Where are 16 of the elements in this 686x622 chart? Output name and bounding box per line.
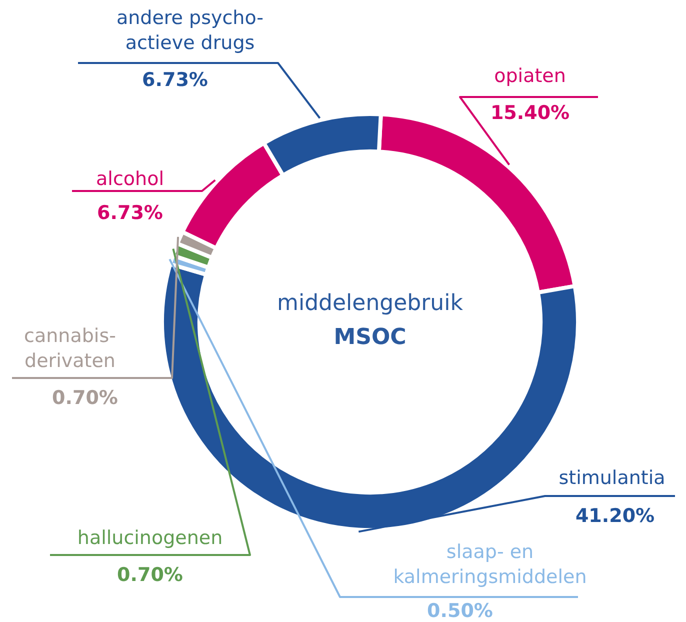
slice-label: hallucinogenen xyxy=(77,527,223,549)
slice-label: alcohol xyxy=(96,168,164,190)
slice-label: cannabis-derivaten xyxy=(24,325,116,372)
data-label: 41.20% xyxy=(575,505,655,527)
slice-label: opiaten xyxy=(494,65,566,87)
data-label: 0.50% xyxy=(427,600,493,622)
text: middelengebruik xyxy=(277,291,464,316)
slice-label: stimulantia xyxy=(558,467,666,489)
text: MSOC xyxy=(334,325,406,350)
data-label: 0.70% xyxy=(117,564,183,586)
slice-label: slaap- en kalmeringsmiddelen xyxy=(393,541,587,588)
data-label: 6.73% xyxy=(97,202,163,224)
slice-label: andere psycho-actieve drugs xyxy=(116,7,264,54)
data-label: 6.73% xyxy=(142,69,208,91)
data-label: 15.40% xyxy=(490,102,570,124)
data-label: 0.70% xyxy=(52,387,118,409)
